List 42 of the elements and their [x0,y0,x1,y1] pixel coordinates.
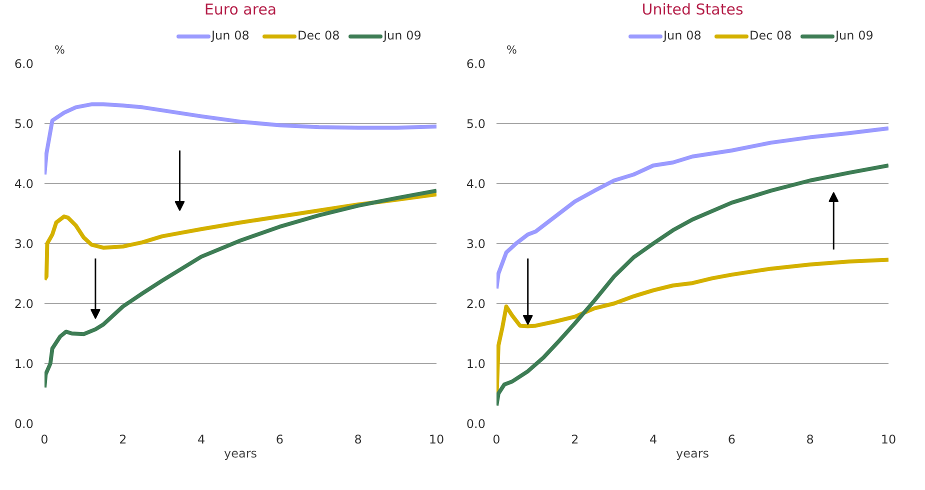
legend-label: Jun 08 [210,28,250,42]
y-tick-label: 1.0 [14,357,34,371]
y-axis-title: % [506,44,517,56]
y-tick-label: 5.0 [14,117,34,131]
y-tick-label: 6.0 [466,57,486,71]
y-axis-title: % [54,44,65,56]
chart-title: Euro area [204,0,277,18]
y-tick-label: 4.0 [14,177,34,191]
y-tick-label: 4.0 [466,177,486,191]
x-tick-label: 4 [197,432,206,446]
line-series [44,188,436,390]
y-tick-label: 2.0 [466,297,486,311]
legend-label: Jun 08 [662,28,702,42]
line-series [496,126,888,290]
legend-label: Dec 08 [298,28,340,42]
x-tick-label: 2 [571,432,579,446]
x-tick-label: 8 [354,432,362,446]
x-tick-label: 6 [276,432,284,446]
line-series [496,164,888,408]
x-tick-label: 6 [728,432,736,446]
legend-label: Dec 08 [750,28,792,42]
x-tick-label: 10 [880,432,896,446]
y-tick-label: 3.0 [14,237,34,251]
y-tick-label: 5.0 [466,117,486,131]
y-tick-label: 3.0 [466,237,486,251]
x-axis-title: years [224,446,258,460]
x-tick-label: 0 [492,432,500,446]
x-tick-label: 8 [806,432,814,446]
y-tick-label: 0.0 [466,417,486,431]
chart-title: United States [642,0,744,18]
x-tick-label: 0 [40,432,48,446]
y-tick-label: 6.0 [14,57,34,71]
y-tick-label: 1.0 [466,357,486,371]
x-tick-label: 2 [119,432,127,446]
line-series [44,102,436,176]
x-tick-label: 10 [428,432,444,446]
legend-label: Jun 09 [382,28,422,42]
x-axis-title: years [676,446,710,460]
y-tick-label: 2.0 [14,297,34,311]
legend-label: Jun 09 [834,28,874,42]
x-tick-label: 4 [649,432,658,446]
y-tick-label: 0.0 [14,417,34,431]
